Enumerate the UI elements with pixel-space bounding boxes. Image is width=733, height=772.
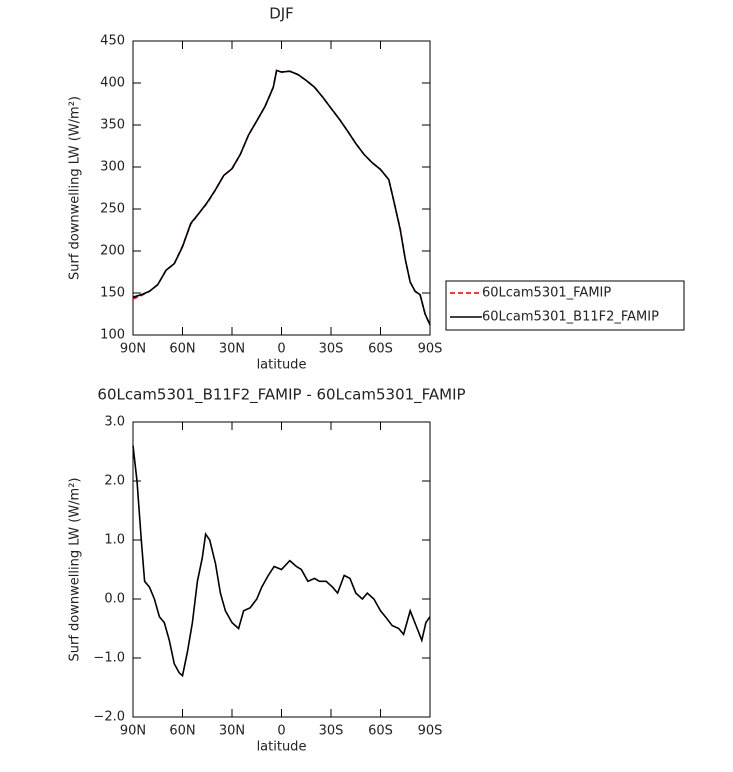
y-tick-label: 1.0 <box>104 533 125 548</box>
x-tick-label: 0 <box>277 724 285 739</box>
y-tick-label: 0.0 <box>104 592 125 607</box>
x-tick-label: 30N <box>219 342 245 357</box>
y-axis-label: Surf downwelling LW (W/m²) <box>68 96 83 280</box>
x-tick-label: 90S <box>418 724 443 739</box>
plot-frame <box>132 40 431 336</box>
chart-title: DJF <box>269 5 294 23</box>
y-tick-label: 150 <box>100 286 125 301</box>
y-tick-label: 400 <box>100 76 125 91</box>
line-series <box>132 69 431 326</box>
x-tick-label: 60N <box>169 724 195 739</box>
x-axis-label: latitude <box>257 740 307 755</box>
y-tick-label: 100 <box>100 328 125 343</box>
plot-frame <box>132 421 431 718</box>
y-tick-label: 450 <box>100 34 125 49</box>
x-axis-label: latitude <box>257 358 307 373</box>
x-tick-label: 90S <box>418 342 443 357</box>
y-tick-label: −2.0 <box>93 710 125 725</box>
x-tick-label: 60S <box>368 342 393 357</box>
y-tick-label: 200 <box>100 244 125 259</box>
line-series <box>132 69 431 326</box>
legend-label: 60Lcam5301_FAMIP <box>482 286 611 301</box>
x-tick-label: 90N <box>120 724 146 739</box>
y-tick-label: 350 <box>100 118 125 133</box>
x-tick-label: 0 <box>277 342 285 357</box>
legend-box <box>445 280 685 331</box>
line-series <box>132 445 431 678</box>
y-tick-label: 300 <box>100 160 125 175</box>
legend-label: 60Lcam5301_B11F2_FAMIP <box>482 310 659 325</box>
chart-title: 60Lcam5301_B11F2_FAMIP - 60Lcam5301_FAMI… <box>97 386 465 405</box>
y-tick-label: −1.0 <box>93 651 125 666</box>
x-tick-label: 30S <box>319 342 344 357</box>
x-tick-label: 60S <box>368 724 393 739</box>
x-tick-label: 30S <box>319 724 344 739</box>
y-tick-label: 250 <box>100 202 125 217</box>
x-tick-label: 90N <box>120 342 146 357</box>
y-axis-label: Surf downwelling LW (W/m²) <box>68 478 83 662</box>
y-tick-label: 2.0 <box>104 474 125 489</box>
x-tick-label: 30N <box>219 724 245 739</box>
y-tick-label: 3.0 <box>104 415 125 430</box>
x-tick-label: 60N <box>169 342 195 357</box>
